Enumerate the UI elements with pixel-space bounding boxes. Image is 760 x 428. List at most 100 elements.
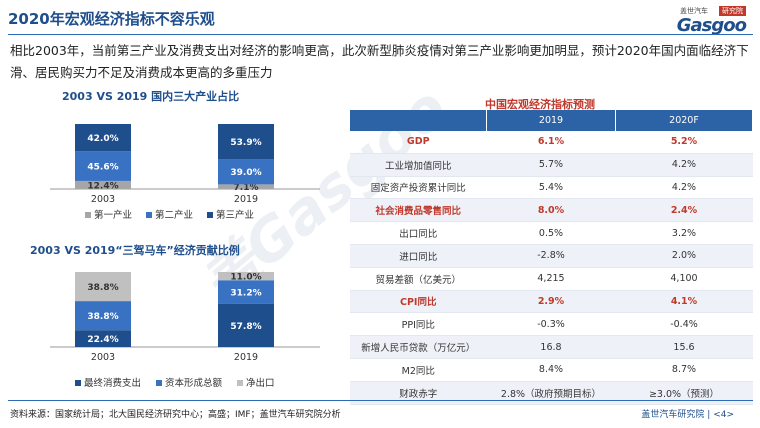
data-label: 57.8%	[230, 322, 261, 332]
cell-2020f: 2.4%	[615, 198, 753, 223]
legend-swatch	[146, 212, 152, 218]
bar-segment-2019-1	[218, 280, 274, 304]
industry-share-chart: 12.4% 45.6% 42.0% 2003 7.1% 39.0% 53.9% 2019 第一产…	[50, 124, 320, 221]
cell-2019: 0.5%	[486, 221, 616, 245]
row-label: 社会消费品零售同比	[350, 198, 487, 223]
bar-segment-2019-0	[218, 184, 274, 189]
bar-segment-2019-2	[218, 124, 274, 160]
table-row: 贸易差额（亿美元） 4,215 4,100	[350, 267, 753, 291]
cell-2020f: 5.2%	[615, 131, 753, 154]
row-label: 固定资产投资累计同比	[350, 176, 487, 200]
category-label: 2003	[91, 194, 115, 205]
legend-swatch	[207, 212, 213, 218]
row-label: 财政赤字	[350, 381, 487, 405]
legend-swatch	[237, 380, 243, 386]
cell-2019: -0.3%	[486, 312, 616, 337]
logo-tag-right: 研究院	[719, 6, 746, 16]
legend-label: 第三产业	[216, 209, 254, 221]
macro-indicator-table: 2019 2020F GDP 6.1% 5.2% 工业增加值同比 5.7% 4.2% 固定资…	[350, 110, 753, 405]
logo-brand: Gasgoo	[676, 15, 747, 36]
row-label: 出口同比	[350, 221, 487, 245]
legend-swatch	[156, 380, 162, 386]
cell-2020f: 15.6	[615, 335, 753, 359]
data-label: 31.2%	[230, 288, 261, 298]
table-row: CPI同比 2.9% 4.1%	[350, 290, 753, 314]
cell-2019: 8.0%	[486, 198, 616, 223]
bar-segment-2003-2	[75, 272, 131, 302]
cell-2019: 2.8%（政府预期目标）	[486, 381, 616, 405]
cell-2020f: 4,100	[615, 267, 753, 291]
bar-segment-2003-1	[75, 151, 131, 181]
bar-segment-2019-0	[218, 303, 274, 347]
page-title: 2020年宏观经济指标不容乐观	[8, 10, 215, 28]
category-label: 2019	[234, 352, 258, 363]
table-row: 新增人民币贷款（万亿元） 16.8 15.6	[350, 335, 753, 359]
footer-org-name: 盖世汽车研究院	[641, 410, 705, 420]
footer-org: 盖世汽车研究院 | <4>	[641, 410, 734, 420]
cell-2019: 5.4%	[486, 176, 616, 200]
row-label: 工业增加值同比	[350, 153, 487, 177]
cell-2020f: 4.2%	[615, 176, 753, 200]
bar-segment-2019-1	[218, 159, 274, 185]
data-label: 53.9%	[230, 138, 261, 148]
data-label: 12.4%	[87, 181, 118, 191]
cell-2019: 2.9%	[486, 290, 616, 314]
legend-swatch	[75, 380, 81, 386]
bar-segment-2003-0	[75, 180, 131, 189]
legend-label: 资本形成总额	[165, 377, 223, 389]
cell-2019: 6.1%	[486, 131, 616, 154]
cell-2020f: 2.0%	[615, 244, 753, 268]
cell-2019: 5.7%	[486, 153, 616, 177]
data-label: 38.8%	[87, 312, 118, 322]
row-label: M2同比	[350, 358, 487, 382]
data-label: 11.0%	[230, 273, 261, 283]
table-header-2019: 2019	[486, 110, 616, 131]
data-label: 38.8%	[87, 283, 118, 293]
data-label: 42.0%	[87, 134, 118, 144]
category-label: 2019	[234, 194, 258, 205]
legend-swatch	[85, 212, 91, 218]
legend-label: 净出口	[246, 377, 275, 389]
data-label: 22.4%	[87, 335, 118, 345]
bar-segment-2003-1	[75, 301, 131, 331]
bar-segment-2019-2	[218, 272, 274, 281]
bar-segment-2003-2	[75, 124, 131, 152]
legend-label: 最终消费支出	[84, 377, 141, 389]
table-title: 中国宏观经济指标预测	[485, 98, 595, 111]
cell-2020f: 4.1%	[615, 290, 753, 314]
legend-label: 第二产业	[155, 209, 193, 221]
gasgoo-logo: 盖世汽车 研究院 Gasgoo	[632, 6, 752, 36]
cell-2019: 16.8	[486, 335, 616, 359]
table-header-blank	[350, 110, 487, 131]
cell-2019: -2.8%	[486, 244, 616, 268]
data-label: 39.0%	[230, 168, 261, 178]
row-label: CPI同比	[350, 290, 487, 314]
table-row: PPI同比 -0.3% -0.4%	[350, 312, 753, 337]
cell-2020f: 4.2%	[615, 153, 753, 177]
page-number: <4>	[713, 410, 734, 420]
source-note: 资料来源：国家统计局；北大国民经济研究中心；高盛；IMF；盖世汽车研究院分析	[10, 410, 341, 420]
growth-contribution-chart: 22.4% 38.8% 38.8% 2003 57.8% 31.2% 11.0% 2019 最终…	[50, 272, 320, 389]
row-label: 进口同比	[350, 244, 487, 268]
table-row: 进口同比 -2.8% 2.0%	[350, 244, 753, 268]
table-row: 社会消费品零售同比 8.0% 2.4%	[350, 198, 753, 223]
table-row: 固定资产投资累计同比 5.4% 4.2%	[350, 176, 753, 200]
cell-2019: 8.4%	[486, 358, 616, 382]
legend-label: 第一产业	[94, 209, 132, 221]
table-row: GDP 6.1% 5.2%	[350, 131, 753, 154]
table-header-2020f: 2020F	[615, 110, 753, 131]
header-rule	[8, 34, 753, 35]
row-label: PPI同比	[350, 312, 487, 337]
cell-2020f: ≥3.0%（预测）	[615, 381, 753, 405]
data-label: 45.6%	[87, 163, 118, 173]
lead-text: 相比2003年，当前第三产业及消费支出对经济的影响更高，此次新型肺炎疫情对第三产…	[10, 43, 749, 80]
row-label: 新增人民币贷款（万亿元）	[350, 335, 487, 359]
table-row: 出口同比 0.5% 3.2%	[350, 221, 753, 245]
logo-tag-left: 盖世汽车	[680, 7, 708, 15]
chart2-title: 2003 VS 2019“三驾马车”经济贡献比例	[30, 244, 240, 257]
data-label: 7.1%	[234, 183, 259, 193]
row-label: GDP	[350, 131, 487, 154]
bar-segment-2003-0	[75, 330, 131, 347]
cell-2020f: 8.7%	[615, 358, 753, 382]
footer-rule	[8, 400, 753, 401]
